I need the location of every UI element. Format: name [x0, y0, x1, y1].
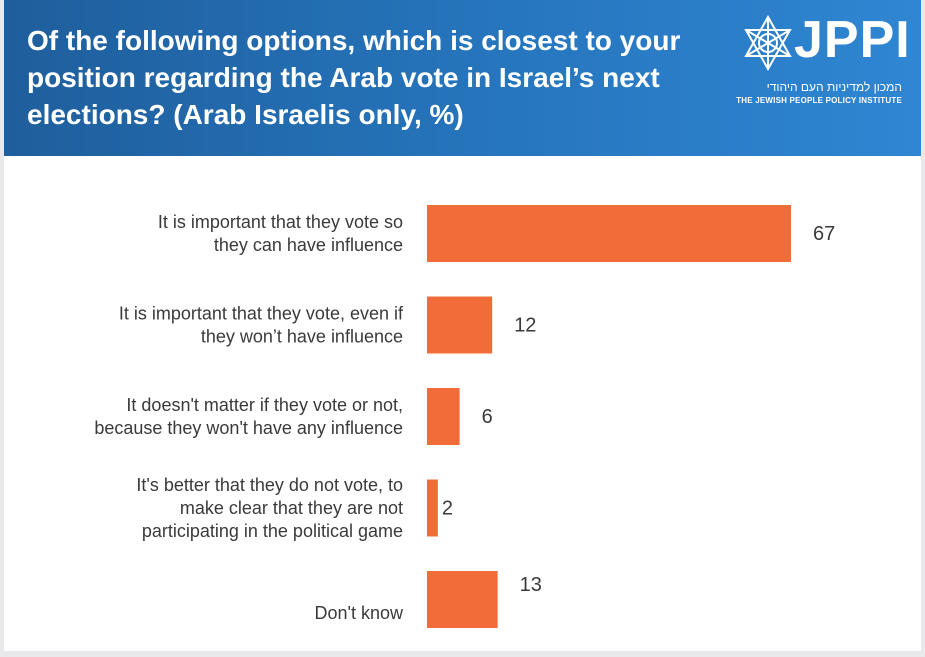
star-of-david-icon — [744, 14, 792, 72]
chart-title: Of the following options, which is close… — [27, 25, 681, 130]
bar-4 — [427, 479, 438, 537]
category-label-2: It is important that they vote, even if t… — [119, 304, 404, 347]
value-label-1: 67 — [813, 223, 835, 245]
bar-2 — [427, 296, 493, 354]
category-label-5: Don't know — [315, 603, 404, 623]
header-banner: Of the following options, which is close… — [4, 0, 921, 156]
category-label-1: It is important that they vote so they ca… — [158, 212, 403, 255]
category-label-3: It doesn't matter if they vote or not, be… — [94, 395, 403, 438]
category-label-4: It's better that they do not vote, to mak… — [136, 475, 403, 541]
bar-3 — [427, 388, 460, 445]
logo-hebrew-name: המכון למדיניות העם היהודי — [766, 80, 902, 94]
logo-wordmark: JPPI — [794, 11, 911, 69]
bar-5 — [427, 571, 498, 628]
value-label-3: 6 — [482, 406, 493, 428]
value-label-5: 13 — [520, 574, 542, 596]
logo-subtitle: THE JEWISH PEOPLE POLICY INSTITUTE — [736, 96, 902, 105]
chart-card: Of the following options, which is close… — [4, 0, 921, 651]
value-label-2: 12 — [514, 315, 536, 337]
jppi-logo: JPPI המכון למדיניות העם היהודי THE JEWIS… — [736, 11, 912, 107]
value-label-4: 2 — [442, 498, 453, 520]
bar-1 — [427, 205, 791, 262]
